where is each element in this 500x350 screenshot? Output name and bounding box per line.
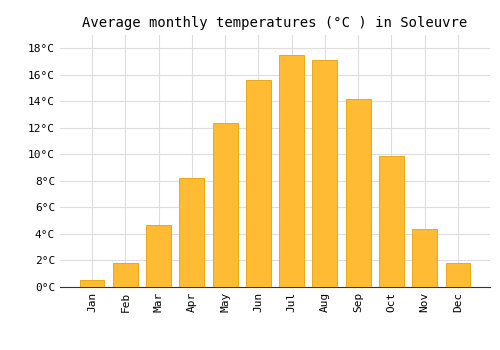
Bar	[279, 55, 304, 287]
Bar	[379, 156, 404, 287]
Title: Average monthly temperatures (°C ) in Soleuvre: Average monthly temperatures (°C ) in So…	[82, 16, 468, 30]
Bar	[346, 99, 370, 287]
Bar	[80, 280, 104, 287]
Bar	[113, 263, 138, 287]
Bar	[312, 60, 338, 287]
Bar	[180, 178, 204, 287]
Bar	[412, 229, 437, 287]
Bar	[212, 122, 238, 287]
Bar	[146, 225, 171, 287]
Bar	[446, 263, 470, 287]
Bar	[246, 80, 271, 287]
